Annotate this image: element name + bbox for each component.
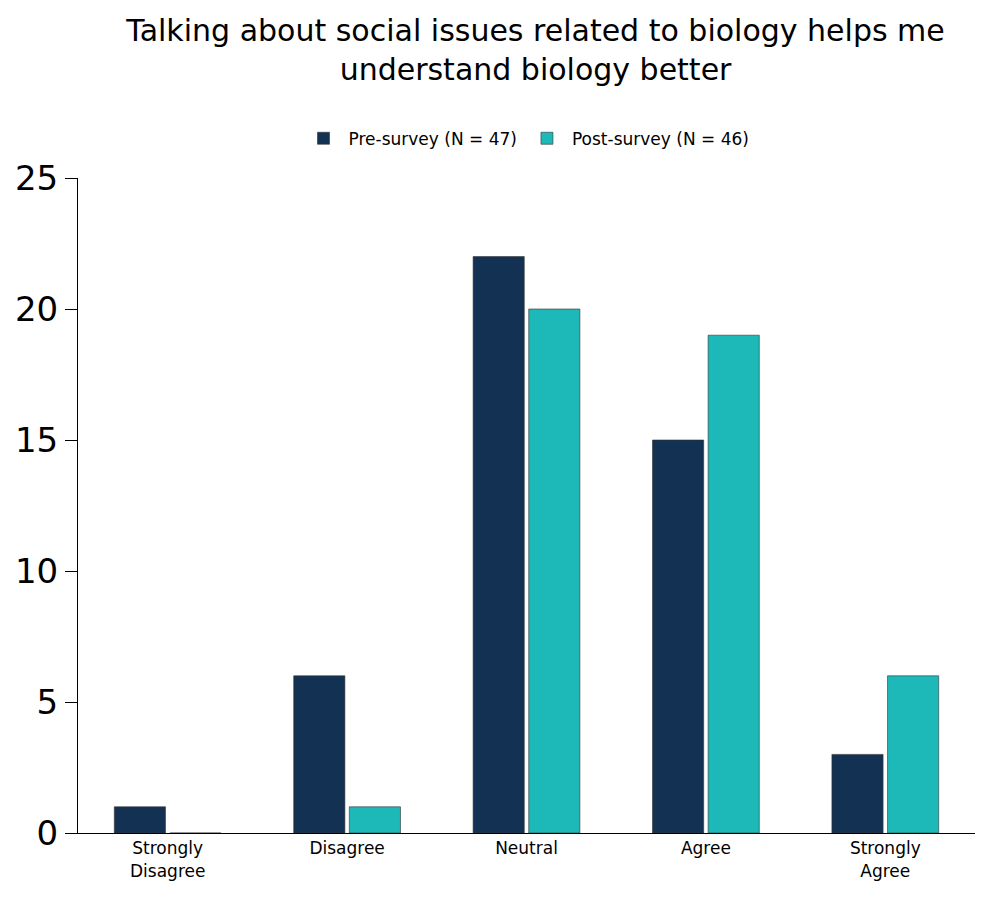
svg-text:Agree: Agree (681, 838, 731, 858)
svg-text:5: 5 (37, 682, 59, 722)
svg-text:Pre-survey (N = 47): Pre-survey (N = 47) (349, 129, 517, 149)
svg-text:0: 0 (37, 813, 59, 853)
svg-text:10: 10 (15, 551, 58, 591)
svg-text:Disagree: Disagree (309, 838, 384, 858)
svg-text:Post-survey (N = 46): Post-survey (N = 46) (572, 129, 749, 149)
svg-text:25: 25 (15, 158, 58, 198)
svg-text:StronglyDisagree: StronglyDisagree (130, 838, 205, 880)
svg-text:15: 15 (15, 420, 58, 460)
svg-text:Neutral: Neutral (495, 838, 558, 858)
svg-text:Talking about social issues re: Talking about social issues related to b… (125, 13, 945, 87)
svg-text:20: 20 (15, 289, 58, 329)
svg-text:StronglyAgree: StronglyAgree (850, 838, 921, 880)
